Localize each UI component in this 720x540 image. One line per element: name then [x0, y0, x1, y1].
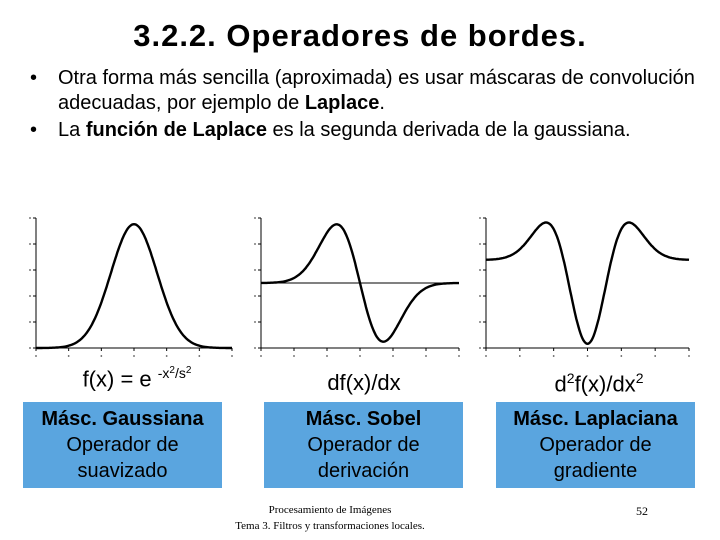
x-tick-mark — [35, 355, 37, 357]
first-derivative-plot — [253, 212, 463, 362]
y-tick-mark — [29, 243, 31, 245]
second-derivative-plot — [478, 212, 693, 362]
footer: Procesamiento de Imágenes Tema 3. Filtro… — [170, 502, 490, 534]
x-tick-mark — [688, 355, 690, 357]
bullet-item: • La función de Laplace es la segunda de… — [30, 118, 700, 143]
x-tick-mark — [586, 355, 589, 357]
x-tick-mark — [518, 355, 521, 357]
curve — [36, 222, 232, 350]
y-tick-mark — [29, 321, 31, 323]
gaussian-formula: f(x) = e -x2/s2 — [82, 365, 192, 392]
y-tick-mark — [29, 217, 31, 219]
x-tick-mark — [100, 355, 103, 357]
box-line: suavizado — [77, 460, 168, 482]
x-tick-mark — [485, 355, 487, 357]
bullet-dot: • — [30, 119, 38, 141]
x-tick-mark — [133, 355, 135, 357]
footer-line: Procesamiento de Imágenes — [268, 504, 392, 516]
x-tick-mark — [293, 355, 295, 357]
gaussian-plot — [28, 212, 236, 362]
x-tick-mark — [425, 355, 427, 357]
box-line: Operador de — [66, 434, 179, 456]
box-line: Operador de — [539, 434, 652, 456]
y-tick-mark — [29, 347, 31, 349]
x-tick-mark — [552, 355, 555, 357]
page-number: 52 — [636, 504, 648, 518]
first-derivative-formula: df(x)/dx — [327, 370, 401, 395]
y-tick-mark — [29, 269, 31, 271]
laplacian-mask-box: Másc. Laplaciana Operador de gradiente — [496, 402, 695, 488]
y-tick-mark — [479, 217, 481, 219]
y-tick-mark — [254, 269, 256, 271]
bullet-text: La función de Laplace es la segunda deri… — [58, 119, 631, 141]
x-tick-mark — [654, 355, 657, 357]
x-tick-mark — [198, 355, 201, 357]
x-tick-mark — [326, 355, 328, 357]
y-tick-mark — [254, 347, 256, 349]
box-title: Másc. Laplaciana — [513, 408, 678, 430]
y-tick-mark — [29, 295, 31, 297]
x-tick-mark — [392, 355, 394, 357]
box-line: derivación — [317, 460, 410, 482]
y-tick-mark — [254, 295, 256, 297]
bullet-text: Otra forma más sencilla (aproximada) es … — [58, 67, 695, 114]
sobel-mask-box: Másc. Sobel Operador de derivación — [264, 402, 463, 488]
x-tick-mark — [458, 355, 460, 357]
laplace-function-term: función de Laplace — [85, 119, 267, 141]
box-line: gradiente — [553, 460, 638, 482]
x-tick-mark — [67, 355, 70, 357]
y-tick-mark — [254, 321, 256, 323]
y-tick-mark — [479, 321, 481, 323]
y-tick-mark — [479, 243, 481, 245]
gaussian-mask-box: Másc. Gaussiana Operador de suavizado — [23, 402, 222, 488]
x-tick-mark — [165, 355, 168, 357]
x-tick-mark — [359, 355, 361, 357]
box-title: Másc. Sobel — [305, 408, 422, 430]
curve — [261, 223, 459, 343]
x-tick-mark — [620, 355, 623, 357]
laplace-term: Laplace — [304, 92, 380, 114]
x-tick-mark — [260, 355, 262, 357]
y-tick-mark — [254, 217, 256, 219]
y-tick-mark — [254, 243, 256, 245]
x-tick-mark — [231, 355, 233, 357]
y-tick-mark — [479, 347, 481, 349]
bullet-list: • Otra forma más sencilla (aproximada) e… — [30, 66, 700, 145]
footer-line: Tema 3. Filtros y transformaciones local… — [235, 520, 425, 532]
second-derivative-formula: d2f(x)/dx2 — [554, 370, 644, 397]
slide-title: 3.2.2. Operadores de bordes. — [133, 18, 587, 53]
box-line: Operador de — [307, 434, 420, 456]
bullet-dot: • — [30, 67, 38, 89]
bullet-item: • Otra forma más sencilla (aproximada) e… — [30, 66, 700, 116]
box-title: Másc. Gaussiana — [41, 408, 204, 430]
curve — [485, 221, 690, 346]
y-tick-mark — [479, 269, 481, 271]
y-tick-mark — [479, 295, 481, 297]
